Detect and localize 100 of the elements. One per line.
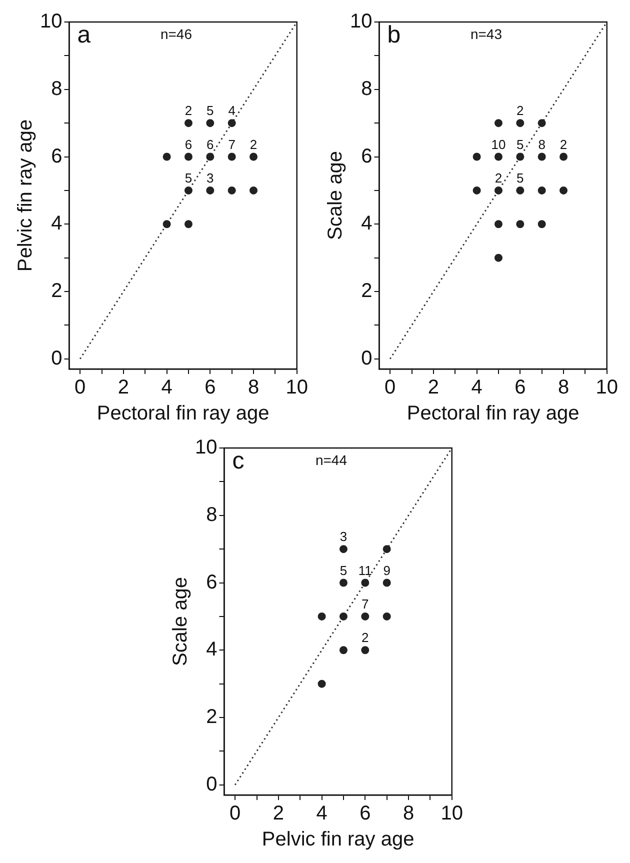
point [538,119,546,128]
point [228,186,236,194]
point [184,152,192,161]
x-tick-label: 4 [161,376,172,399]
x-tick-label: 4 [471,376,482,399]
y-tick-label: 2 [206,706,218,728]
y-tick-label: 4 [206,638,218,661]
point [560,186,568,194]
point [516,119,524,128]
point [184,186,192,194]
point [494,254,502,262]
annotation: 5 [206,103,214,118]
annotation: 5 [516,170,524,186]
y-axis-title: Scale age [170,577,192,666]
point [538,220,546,228]
point [228,119,236,128]
x-tick-label: 4 [316,802,328,825]
x-tick-label: 10 [440,802,463,825]
annotation: 2 [250,136,258,152]
point [516,186,524,194]
y-tick-label: 6 [361,145,372,168]
annotation: 2 [184,103,192,118]
y-tick-label: 0 [51,347,62,370]
annotation: 2 [494,170,502,186]
point [538,186,546,194]
x-tick-label: 8 [248,376,260,399]
y-tick-label: 10 [194,436,218,459]
point [206,119,214,128]
point [538,152,546,161]
y-tick-label: 2 [51,280,62,302]
y-tick-label: 2 [361,280,372,302]
x-tick-label: 6 [514,376,526,399]
annotation: 4 [228,103,236,118]
point [382,612,391,620]
annotation: 7 [362,596,369,612]
point [472,152,481,161]
y-axis-title: Scale age [324,151,347,240]
y-tick-label: 8 [206,504,218,526]
point [361,578,370,587]
annotation: 6 [184,136,192,152]
y-tick-label: 4 [51,212,62,235]
point [339,545,348,554]
annotation: 5 [340,562,348,578]
point [206,186,214,194]
annotation: a [77,22,92,49]
point [184,220,192,228]
x-tick-label: 2 [428,376,440,399]
point [339,578,348,587]
annotation: 2 [560,136,568,152]
annotation: 5 [516,136,524,152]
point [494,152,502,161]
point [228,152,236,161]
x-tick-label: 2 [118,376,130,399]
point [494,119,502,128]
annotation: 10 [491,136,506,152]
y-tick-label: 10 [40,10,62,33]
point [339,646,348,654]
annotation: n=46 [160,26,192,42]
point [494,186,502,194]
x-tick-label: 10 [286,376,308,399]
x-tick-label: 10 [596,376,618,399]
y-tick-label: 6 [206,571,218,594]
point [339,612,348,620]
point [494,220,502,228]
y-tick-label: 10 [350,10,372,33]
x-tick-label: 0 [74,376,86,399]
annotation: 11 [358,562,372,578]
x-tick-label: 0 [230,802,241,825]
x-tick-label: 2 [272,802,284,825]
point [361,646,370,654]
point [318,680,326,688]
annotation: n=43 [470,26,502,42]
point [516,220,524,228]
y-tick-label: 4 [361,212,372,235]
point [516,152,524,161]
point [206,152,214,161]
y-tick-label: 0 [361,347,372,370]
point [250,152,258,161]
annotation: 3 [340,529,348,544]
annotation: 9 [383,562,390,578]
annotation: 8 [538,136,546,152]
y-tick-label: 8 [51,78,62,100]
annotation: 5 [184,170,192,186]
point [560,152,568,161]
annotation: 7 [228,136,236,152]
x-tick-label: 0 [384,376,396,399]
annotation: 3 [206,170,214,186]
y-tick-label: 0 [206,773,218,796]
point [361,612,370,620]
point [184,119,192,128]
point [162,220,171,228]
x-tick-label: 8 [558,376,570,399]
annotation: n=44 [315,452,348,468]
y-tick-label: 8 [361,78,372,100]
annotation: 2 [516,103,524,118]
point [250,186,258,194]
x-axis-title: Pelvic fin ray age [262,828,414,851]
point [382,545,391,554]
annotation: c [232,448,244,475]
y-axis-title: Pelvic fin ray age [14,119,37,272]
